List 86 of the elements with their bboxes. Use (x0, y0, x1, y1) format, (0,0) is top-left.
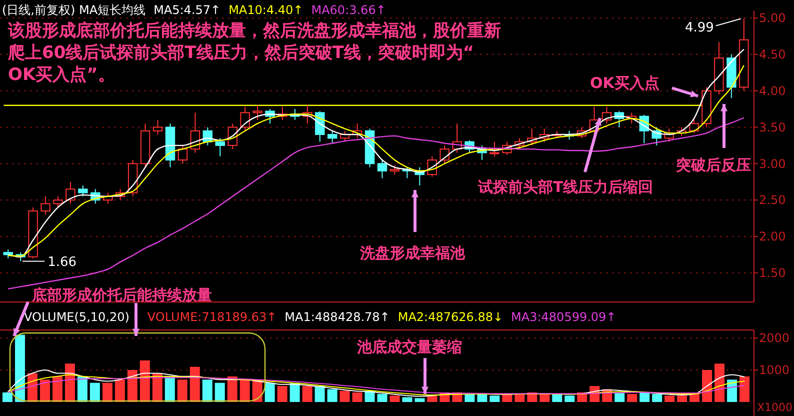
bar (377, 394, 388, 402)
text: MA3:480599.09↑ (511, 310, 616, 324)
bar (477, 394, 488, 402)
candlestick (440, 144, 450, 164)
annotation: 该股形成底部价托后能持续放量，然后洗盘形成幸福池，股价重新爬上60线后试探前头部T线压力，然后突破T线，突破时即为“OK买入点”。 (7, 21, 501, 85)
bar (202, 380, 212, 402)
bar (352, 392, 362, 402)
bar (264, 382, 275, 402)
annotation: 突破后反压 (675, 156, 751, 174)
candlestick (377, 159, 388, 179)
bar (164, 376, 175, 402)
bar (90, 382, 100, 402)
bar (302, 386, 312, 402)
bar (690, 394, 700, 402)
bar (290, 382, 300, 402)
y-tick-label: 1.50 (759, 266, 786, 280)
bar (614, 392, 625, 402)
bar (540, 394, 550, 402)
bar (314, 386, 325, 402)
bar (652, 394, 662, 402)
bar (114, 380, 125, 402)
chart-title: (日线,前复权) MA短长均线 (2, 3, 146, 17)
bar (277, 386, 288, 402)
bar (702, 370, 712, 402)
text: MA10:4.40↑ (228, 3, 304, 17)
bar (464, 394, 475, 402)
annotation: OK买入点 (590, 74, 660, 92)
candlestick (689, 118, 699, 134)
candlestick (390, 164, 400, 176)
y-tick-label: 4.50 (759, 48, 786, 62)
candlestick (53, 196, 63, 208)
bar (414, 398, 425, 402)
bar (640, 392, 650, 402)
annotation: 底部形成价托后能持续放量 (31, 286, 212, 304)
bar (714, 364, 725, 402)
bar (740, 376, 750, 402)
bar (240, 380, 250, 402)
bar (427, 396, 438, 402)
y-tick-label: 3.00 (759, 156, 786, 171)
bar (627, 394, 638, 402)
y-axis-title: X1000 (757, 401, 793, 414)
candlestick (78, 184, 88, 197)
bar (2, 392, 12, 402)
annotation: 1.66 (48, 254, 77, 270)
bar (190, 366, 200, 402)
candlestick (40, 196, 50, 216)
bar (402, 397, 412, 402)
bar (140, 360, 150, 402)
bar (390, 396, 400, 402)
candlestick (152, 119, 163, 136)
y-tick-label: 1000 (759, 363, 790, 378)
text: MA5:4.57↑ (154, 3, 221, 17)
y-tick-label: 2000 (759, 331, 790, 346)
bar (552, 394, 562, 402)
text: VOLUME:718189.63↑ (147, 310, 277, 324)
bar (102, 382, 112, 402)
candlestick (490, 141, 500, 157)
bar (664, 396, 675, 402)
bar (177, 380, 188, 402)
annotation: 试探前头部T线压力后缩回 (477, 178, 654, 196)
chart-title: VOLUME(5,10,20) (24, 310, 130, 324)
y-tick-label: 5.00 (759, 11, 786, 26)
bar (214, 382, 225, 402)
bar (52, 376, 62, 402)
text: MA60:3.66↑ (311, 3, 386, 17)
candlestick (178, 144, 188, 164)
candlestick (252, 104, 262, 120)
bar (490, 396, 500, 402)
candlestick (240, 106, 250, 132)
bar (514, 394, 525, 402)
y-tick-label: 3.50 (759, 120, 786, 134)
candlestick (66, 181, 76, 204)
y-tick-label: 2.00 (759, 230, 786, 244)
candlestick (327, 130, 338, 144)
text: MA1:488428.78↑ (284, 310, 390, 324)
y-tick-label: 4.00 (759, 84, 786, 98)
text: MA2:487626.88↓ (398, 310, 504, 324)
bar (327, 389, 338, 402)
annotation: 4.99 (684, 20, 714, 36)
annotation: 洗盘形成幸福池 (359, 244, 466, 262)
candlestick (215, 138, 225, 157)
bar (677, 396, 688, 402)
annotation: 池底成交量萎缩 (356, 338, 462, 356)
y-tick-label: 2.50 (759, 193, 786, 208)
bar (340, 390, 350, 402)
bar (564, 396, 575, 402)
